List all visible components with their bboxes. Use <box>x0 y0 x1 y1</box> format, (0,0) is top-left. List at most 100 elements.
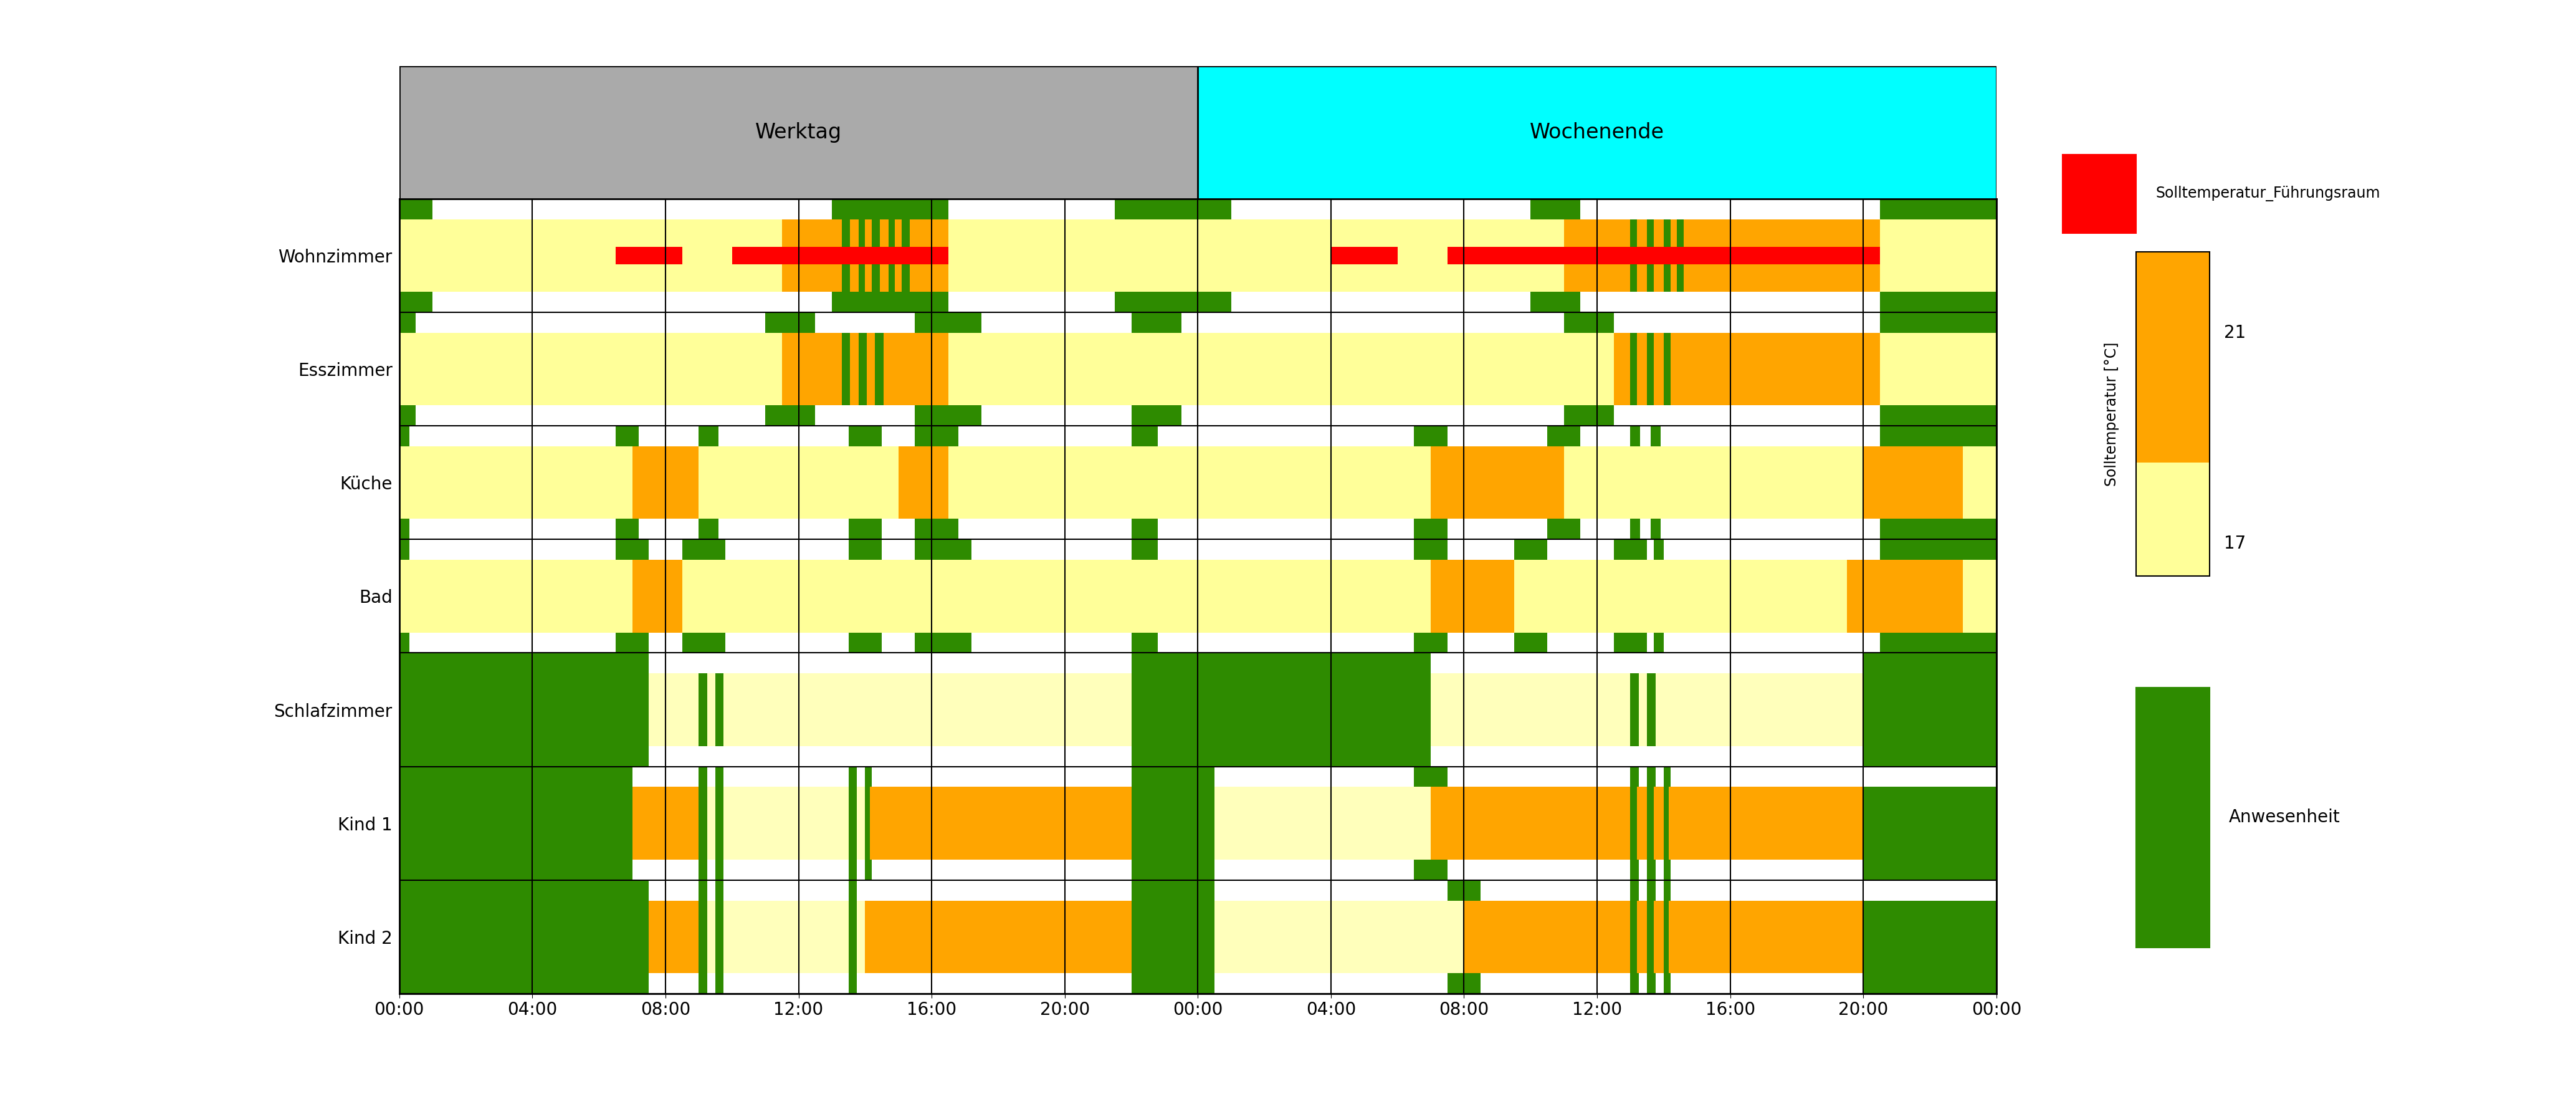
Bar <box>1131 405 1182 426</box>
Bar <box>716 673 724 746</box>
Bar <box>842 220 850 291</box>
Bar <box>631 787 698 860</box>
Bar <box>914 540 971 560</box>
Bar <box>716 787 724 860</box>
Bar <box>399 291 1996 312</box>
Bar <box>1131 312 1182 332</box>
Bar <box>1414 766 1448 787</box>
Bar <box>1530 199 1582 220</box>
Bar <box>848 880 858 901</box>
Bar <box>1631 426 1641 446</box>
Bar <box>631 766 1996 787</box>
Bar <box>1631 220 1638 291</box>
Bar <box>765 312 814 332</box>
Bar <box>1646 860 1656 880</box>
Bar <box>1430 652 1862 673</box>
Bar <box>399 633 1996 652</box>
Bar <box>649 746 1131 766</box>
Bar <box>1631 973 1638 994</box>
Bar <box>858 332 866 405</box>
Bar <box>698 880 706 901</box>
Text: Solltemperatur_Führungsraum: Solltemperatur_Führungsraum <box>2156 185 2380 202</box>
Bar <box>399 540 1996 560</box>
Bar <box>866 766 871 787</box>
Bar <box>1862 766 1996 880</box>
Bar <box>1414 860 1448 880</box>
Bar <box>1880 540 1996 560</box>
Bar <box>1515 633 1548 652</box>
Bar <box>399 766 1996 880</box>
Bar <box>1131 652 1430 766</box>
Bar <box>1430 446 1564 519</box>
Text: Solltemperatur [°C]: Solltemperatur [°C] <box>2105 342 2120 486</box>
Bar <box>399 540 1996 652</box>
Bar <box>832 291 948 312</box>
Bar <box>649 673 1131 746</box>
Bar <box>399 880 649 994</box>
Bar <box>1332 247 1396 264</box>
Bar <box>1862 880 1996 994</box>
Bar <box>631 860 1131 880</box>
Bar <box>1880 519 1996 540</box>
Bar <box>616 426 639 446</box>
Text: 17: 17 <box>2223 535 2246 553</box>
Bar <box>1131 519 1157 540</box>
Bar <box>1131 633 1157 652</box>
Bar <box>631 446 698 519</box>
Bar <box>1664 860 1669 880</box>
Bar <box>765 405 814 426</box>
Bar <box>1646 220 1654 291</box>
Bar <box>399 312 1996 426</box>
Bar <box>1631 880 1638 901</box>
Bar <box>649 901 698 973</box>
Bar <box>1564 220 1880 291</box>
Bar <box>616 247 683 264</box>
Bar <box>698 973 706 994</box>
Bar <box>1862 446 1963 519</box>
Bar <box>1631 766 1638 787</box>
Bar <box>871 220 881 291</box>
Bar <box>1646 880 1656 901</box>
Bar <box>1414 540 1448 560</box>
Bar <box>399 405 1996 426</box>
Bar <box>1463 901 1862 973</box>
Bar <box>399 519 410 540</box>
Bar <box>698 901 706 973</box>
Bar <box>783 332 948 405</box>
Bar <box>914 426 958 446</box>
Bar <box>899 446 948 519</box>
Bar <box>1131 766 1213 787</box>
Bar <box>848 901 858 973</box>
Bar <box>866 787 871 860</box>
Bar <box>1613 633 1646 652</box>
Bar <box>1115 199 1231 220</box>
Bar <box>1880 312 1996 332</box>
Bar <box>399 426 410 446</box>
Bar <box>1515 540 1548 560</box>
Bar <box>1646 766 1656 787</box>
Bar <box>914 312 981 332</box>
Text: 21: 21 <box>2223 325 2246 341</box>
Bar <box>399 199 1996 220</box>
Bar <box>1646 787 1654 860</box>
Bar <box>2136 252 2210 463</box>
Bar <box>1677 220 1685 291</box>
Bar <box>698 673 706 746</box>
Bar <box>683 540 726 560</box>
Bar <box>1430 787 1862 860</box>
Text: Anwesenheit: Anwesenheit <box>2228 808 2342 826</box>
Bar <box>902 220 909 291</box>
Bar <box>649 880 1996 901</box>
Bar <box>1131 880 1213 994</box>
Bar <box>698 426 719 446</box>
Bar <box>1213 860 1862 880</box>
Bar <box>1213 973 1862 994</box>
Text: Werktag: Werktag <box>755 123 842 142</box>
Bar <box>1664 880 1669 901</box>
Bar <box>698 787 706 860</box>
Bar <box>848 426 881 446</box>
Bar <box>889 220 894 291</box>
Bar <box>858 220 866 291</box>
Bar <box>1430 673 1862 746</box>
Bar <box>1862 652 1996 766</box>
